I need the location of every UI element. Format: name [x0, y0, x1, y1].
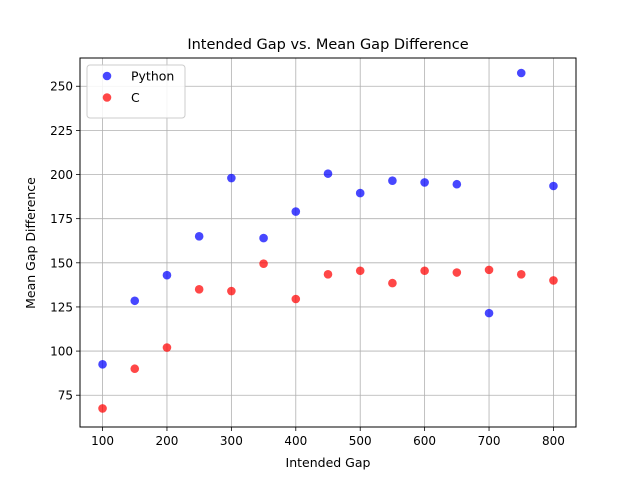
x-axis-ticks: 100 200 300 400 500 600 700 800	[91, 427, 565, 448]
chart-title: Intended Gap vs. Mean Gap Difference	[187, 37, 468, 53]
x-tick-label: 700	[478, 434, 501, 448]
x-tick-label: 400	[284, 434, 307, 448]
data-point	[130, 364, 140, 374]
data-point	[259, 259, 268, 268]
data-point	[549, 181, 558, 191]
y-tick-label: 100	[50, 345, 73, 359]
y-tick-label: 125	[50, 300, 73, 314]
y-axis-label: Mean Gap Difference	[23, 177, 38, 309]
data-point	[420, 266, 429, 276]
data-point	[355, 188, 365, 198]
data-point	[98, 360, 107, 369]
x-tick-label: 200	[156, 434, 179, 448]
y-tick-label: 175	[50, 212, 73, 226]
series-c	[98, 259, 558, 413]
y-tick-label: 225	[50, 124, 73, 138]
legend-marker	[102, 93, 112, 102]
legend-box	[86, 64, 186, 119]
data-point	[227, 173, 236, 183]
legend-label: C	[131, 90, 140, 105]
data-point	[388, 278, 397, 288]
plot-frame	[79, 57, 577, 428]
y-tick-label: 150	[50, 256, 73, 270]
data-point	[162, 270, 172, 280]
legend-marker	[102, 71, 112, 81]
x-tick-label: 100	[91, 434, 114, 448]
legend: Python C	[86, 64, 186, 119]
y-tick-label: 250	[50, 80, 73, 94]
data-point	[484, 265, 494, 275]
data-point	[227, 286, 236, 296]
data-point	[388, 176, 397, 186]
data-point	[452, 268, 462, 277]
data-point	[162, 343, 172, 352]
data-point	[355, 266, 365, 276]
x-axis-label: Intended Gap	[286, 455, 371, 470]
data-point	[194, 284, 204, 294]
series-python	[98, 68, 558, 369]
data-point	[484, 308, 494, 318]
legend-label: Python	[131, 69, 174, 84]
y-tick-label: 200	[50, 168, 73, 182]
data-point	[420, 178, 429, 187]
data-point	[194, 232, 204, 241]
data-point	[323, 269, 333, 279]
y-axis-ticks: 75 100 125 150 175 200 225 250	[50, 80, 80, 403]
x-tick-label: 300	[220, 434, 243, 448]
data-point	[549, 276, 558, 285]
x-tick-label: 600	[413, 434, 436, 448]
data-point	[516, 269, 526, 279]
data-point	[323, 169, 333, 178]
data-point	[291, 207, 301, 216]
data-point	[130, 296, 140, 306]
x-tick-label: 800	[542, 434, 565, 448]
data-point	[259, 233, 268, 243]
y-tick-label: 75	[58, 389, 73, 403]
data-point	[452, 179, 462, 189]
data-points	[98, 68, 558, 413]
data-point	[291, 294, 301, 304]
x-tick-label: 500	[349, 434, 372, 448]
data-point	[516, 68, 526, 78]
data-point	[98, 404, 107, 413]
